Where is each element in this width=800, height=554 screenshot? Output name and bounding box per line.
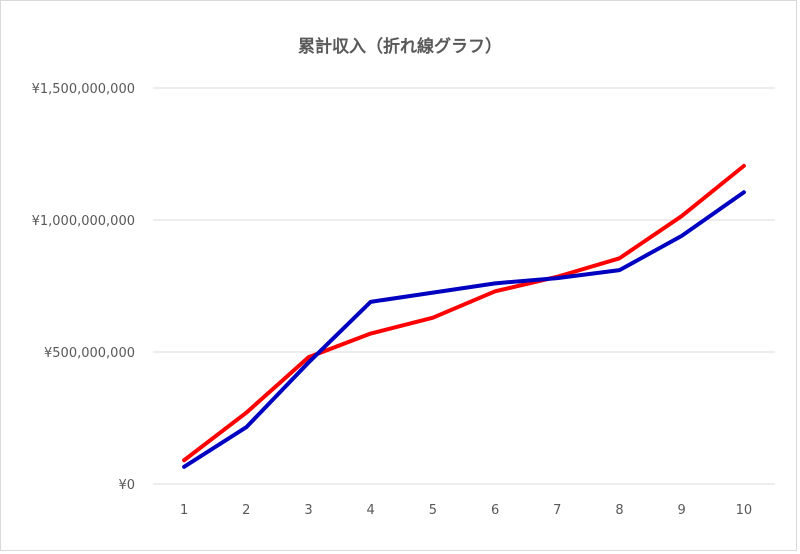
series-line <box>182 190 746 469</box>
chart-title: 累計収入（折れ線グラフ） <box>298 37 502 57</box>
x-tick-label: 5 <box>429 503 437 518</box>
y-tick-label: ¥0 <box>118 478 135 493</box>
x-tick-label: 1 <box>180 503 188 518</box>
x-axis-tick-labels: 1 2 3 4 5 6 7 8 9 10 <box>180 503 752 518</box>
x-tick-label: 6 <box>491 503 499 518</box>
x-tick-label: 7 <box>553 503 561 518</box>
series-line <box>182 163 746 463</box>
x-tick-label: 10 <box>736 503 753 518</box>
y-tick-label: ¥1,500,000,000 <box>32 82 135 97</box>
x-tick-label: 3 <box>304 503 312 518</box>
gridlines <box>153 87 775 485</box>
y-tick-label: ¥500,000,000 <box>44 346 135 361</box>
y-tick-label: ¥1,000,000,000 <box>32 214 135 229</box>
series-lines <box>182 163 746 469</box>
y-axis-tick-labels: ¥0 ¥500,000,000 ¥1,000,000,000 ¥1,500,000,0… <box>32 82 135 493</box>
x-tick-label: 4 <box>367 503 375 518</box>
x-tick-label: 9 <box>678 503 686 518</box>
x-tick-label: 2 <box>242 503 250 518</box>
x-tick-label: 8 <box>615 503 623 518</box>
